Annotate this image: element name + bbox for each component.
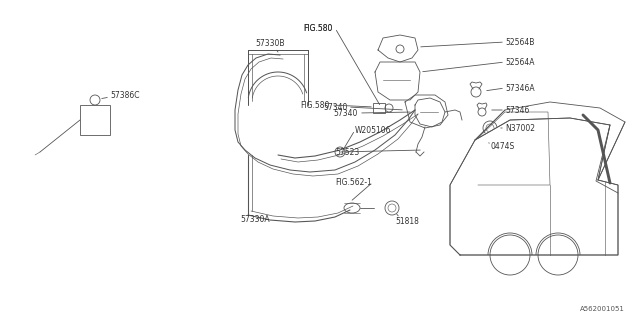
Text: 57330B: 57330B (255, 38, 285, 47)
Text: FIG.580: FIG.580 (303, 23, 333, 33)
Text: W205106: W205106 (355, 125, 392, 134)
Text: 57340: 57340 (324, 102, 348, 111)
Text: FIG.580: FIG.580 (303, 23, 333, 33)
Polygon shape (450, 118, 618, 255)
Text: A562001051: A562001051 (580, 306, 625, 312)
Text: 52564A: 52564A (505, 58, 534, 67)
Text: 57346: 57346 (505, 106, 529, 115)
Text: FIG.580: FIG.580 (301, 100, 330, 109)
Text: 51818: 51818 (395, 218, 419, 227)
Text: 52564B: 52564B (505, 37, 534, 46)
Text: 57340: 57340 (333, 108, 358, 117)
Bar (80, 105, 110, 135)
Text: 57386C: 57386C (110, 91, 140, 100)
Text: FIG.562-1: FIG.562-1 (335, 178, 372, 187)
Bar (373, 103, 385, 113)
Text: 57330A: 57330A (240, 215, 269, 225)
Text: N37002: N37002 (505, 124, 535, 132)
Text: 57523: 57523 (335, 148, 359, 156)
Text: 0474S: 0474S (490, 141, 515, 150)
Text: 57346A: 57346A (505, 84, 534, 92)
